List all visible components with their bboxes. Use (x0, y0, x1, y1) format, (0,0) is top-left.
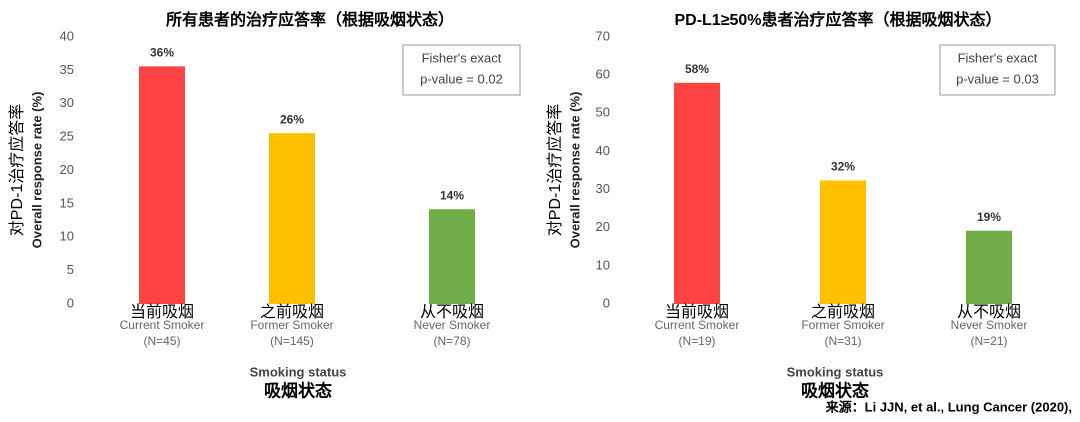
x-tick-label: (N=31) (824, 334, 861, 348)
x-axis-label: Smoking status (787, 364, 884, 379)
annotation: p-value = 0.03 (956, 71, 1039, 86)
y-tick-label: 20 (596, 219, 610, 234)
annotation: Fisher's exact (422, 50, 502, 65)
chart-title: PD-L1≥50%患者治疗应答率（根据吸烟状态） (674, 10, 1001, 29)
y-axis-label: Overall response rate (%) (567, 92, 582, 249)
x-tick-label: Former Smoker (801, 318, 884, 332)
y-tick-label: 15 (60, 195, 74, 210)
x-tick-label: 之前吸烟 (260, 303, 324, 321)
bar (139, 66, 185, 305)
y-tick-label: 30 (596, 181, 610, 196)
y-tick-label: 30 (60, 95, 74, 110)
value-label: 32% (831, 160, 855, 174)
y-axis-label: Overall response rate (%) (29, 92, 44, 249)
x-tick-label: (N=45) (143, 334, 180, 348)
bar (429, 209, 475, 304)
chart-title: 所有患者的治疗应答率（根据吸烟状态） (166, 10, 454, 29)
x-axis-label: 吸烟状态 (264, 380, 332, 400)
y-tick-label: 40 (60, 28, 74, 43)
x-axis-label: 吸烟状态 (801, 380, 869, 400)
y-tick-label: 10 (60, 229, 74, 244)
y-tick-label: 10 (596, 257, 610, 272)
y-tick-label: 0 (603, 295, 610, 310)
value-label: 26% (280, 112, 304, 126)
source: 来源：Li JJN, et al., Lung Cancer (2020), (825, 399, 1072, 414)
value-label: 14% (440, 188, 464, 202)
y-tick-label: 40 (596, 143, 610, 158)
x-tick-label: Current Smoker (655, 318, 740, 332)
x-tick-label: (N=19) (678, 334, 715, 348)
x-tick-label: Never Smoker (414, 318, 491, 332)
y-tick-label: 70 (596, 28, 610, 43)
annotation: p-value = 0.02 (420, 71, 503, 86)
y-tick-label: 25 (60, 129, 74, 144)
y-tick-label: 60 (596, 67, 610, 82)
x-tick-label: (N=145) (270, 334, 314, 348)
x-tick-label: Former Smoker (250, 318, 333, 332)
x-tick-label: (N=21) (970, 334, 1007, 348)
x-tick-label: 从不吸烟 (420, 303, 484, 321)
y-tick-label: 20 (60, 162, 74, 177)
y-axis-label: 对PD-1治疗应答率 (7, 104, 26, 236)
annotation-box (402, 44, 521, 96)
x-tick-label: Never Smoker (951, 318, 1028, 332)
bar (966, 230, 1012, 304)
value-label: 19% (977, 210, 1001, 224)
y-axis-label: 对PD-1治疗应答率 (545, 104, 564, 236)
x-axis-label: Smoking status (250, 364, 347, 379)
value-label: 58% (685, 62, 709, 76)
bar (269, 133, 315, 304)
y-tick-label: 0 (67, 295, 74, 310)
y-tick-label: 5 (67, 262, 74, 277)
x-tick-label: 当前吸烟 (665, 303, 729, 321)
x-tick-label: 之前吸烟 (811, 303, 875, 321)
value-label: 36% (150, 46, 174, 60)
y-tick-label: 50 (596, 105, 610, 120)
annotation: Fisher's exact (958, 50, 1038, 65)
x-tick-label: Current Smoker (120, 318, 205, 332)
bar (820, 180, 866, 304)
annotation-box (939, 44, 1056, 96)
y-tick-label: 35 (60, 62, 74, 77)
x-tick-label: 当前吸烟 (130, 303, 194, 321)
bar (674, 82, 720, 305)
x-tick-label: 从不吸烟 (957, 303, 1021, 321)
x-tick-label: (N=78) (433, 334, 470, 348)
